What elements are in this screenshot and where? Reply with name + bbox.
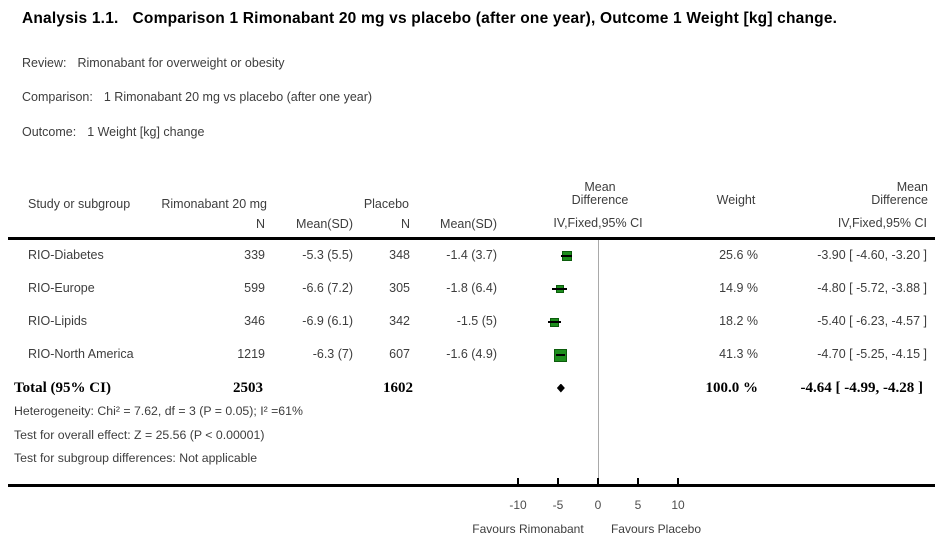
ci-text: -4.70 [ -5.25, -4.15 ] [817,347,927,361]
header-effect-line2: Difference [571,193,629,207]
treatment-mean-sd: -6.9 (6.1) [302,314,353,328]
review-label: Review: [22,56,67,70]
axis-tick [597,478,599,484]
axis-tick-label: 0 [594,498,602,512]
header-rule [8,237,935,240]
zero-line [597,240,599,484]
outcome-label: Outcome: [22,125,77,139]
total-label: Total (95% CI) [14,380,111,396]
treatment-mean-sd: -6.6 (7.2) [302,281,353,295]
ci-text: -5.40 [ -6.23, -4.57 ] [817,314,927,328]
placebo-n: 305 [389,281,410,295]
weight-value: 18.2 % [719,314,758,328]
weight-value: 41.3 % [719,347,758,361]
favours-left-label: Favours Rimonabant [472,522,584,536]
total-diamond [556,383,565,393]
outcome-line: Outcome: 1 Weight [kg] change [22,125,204,139]
heterogeneity-note: Heterogeneity: Chi² = 7.62, df = 3 (P = … [14,404,303,418]
weight-value: 14.9 % [719,281,758,295]
axis-tick [517,478,519,484]
study-name: RIO-Diabetes [28,248,104,262]
analysis-title: Analysis 1.1. Comparison 1 Rimonabant 20 … [22,10,934,28]
axis-tick-label: 10 [671,498,685,512]
forest-plot-cell [0,343,940,367]
placebo-mean-sd: -1.5 (5) [456,314,497,328]
favours-right-label: Favours Placebo [610,522,702,536]
overall-effect-note: Test for overall effect: Z = 25.56 (P < … [14,428,265,442]
header-group2: Placebo [363,197,409,211]
ci-center-line [561,255,573,257]
axis-tick-label: -5 [552,498,564,512]
axis-tick [557,478,559,484]
axis-tick [677,478,679,484]
axis-tick-label: 5 [634,498,642,512]
header-group1: Rimonabant 20 mg [161,197,267,211]
placebo-n: 607 [389,347,410,361]
weight-value: 25.6 % [719,248,758,262]
total-ci-text: -4.64 [ -4.99, -4.28 ] [800,380,923,396]
axis-line [8,484,935,487]
forest-plot-cell [0,277,940,301]
header-effect-line1: Mean [584,180,616,194]
review-value: Rimonabant for overweight or obesity [77,56,285,70]
review-line: Review: Rimonabant for overweight or obes… [22,56,285,70]
ci-text: -4.80 [ -5.72, -3.88 ] [817,281,927,295]
header-effect-right-line1: Mean [896,180,928,194]
axis-tick-label: -10 [509,498,527,512]
forest-plot-total-cell [0,377,940,401]
ci-center-line [556,354,565,356]
table-row: RIO-Europe 599 -6.6 (7.2) 305 -1.8 (6.4)… [0,277,940,301]
ci-center-line [548,321,562,323]
ci-center-line [552,288,567,290]
header-weight: Weight [716,193,756,207]
total-row: Total (95% CI) 2503 1602 100.0 % -4.64 [… [0,377,940,401]
study-name: RIO-North America [28,347,134,361]
ci-text: -3.90 [ -4.60, -3.20 ] [817,248,927,262]
analysis-title-prefix: Analysis 1.1. [22,10,119,27]
header-effect-right-method: IV,Fixed,95% CI [837,216,927,230]
placebo-n: 342 [389,314,410,328]
header-study: Study or subgroup [28,197,131,211]
study-name: RIO-Europe [28,281,95,295]
analysis-title-text: Comparison 1 Rimonabant 20 mg vs placebo… [132,10,838,27]
treatment-n: 339 [244,248,265,262]
placebo-mean-sd: -1.6 (4.9) [446,347,497,361]
header-effect-method: IV,Fixed,95% CI [553,216,643,230]
treatment-n: 599 [244,281,265,295]
placebo-mean-sd: -1.8 (6.4) [446,281,497,295]
header-effect-right-line2: Difference [871,193,928,207]
axis-tick [637,478,639,484]
table-row: RIO-North America 1219 -6.3 (7) 607 -1.6… [0,343,940,367]
table-row: RIO-Diabetes 339 -5.3 (5.5) 348 -1.4 (3.… [0,244,940,268]
placebo-mean-sd: -1.4 (3.7) [446,248,497,262]
total-treatment-n: 2503 [233,380,263,396]
table-row: RIO-Lipids 346 -6.9 (6.1) 342 -1.5 (5) 1… [0,310,940,334]
placebo-n: 348 [389,248,410,262]
treatment-n: 346 [244,314,265,328]
forest-plot-cell [0,244,940,268]
header-mean2: Mean(SD) [440,217,497,231]
header-n2: N [400,217,410,231]
total-placebo-n: 1602 [383,380,413,396]
outcome-value: 1 Weight [kg] change [87,125,205,139]
forest-plot-cell [0,310,940,334]
comparison-label: Comparison: [22,90,93,104]
header-n1: N [255,217,265,231]
treatment-n: 1219 [237,347,265,361]
header-mean1: Mean(SD) [296,217,353,231]
treatment-mean-sd: -5.3 (5.5) [302,248,353,262]
treatment-mean-sd: -6.3 (7) [312,347,353,361]
subgroup-differences-note: Test for subgroup differences: Not appli… [14,451,258,465]
comparison-line: Comparison: 1 Rimonabant 20 mg vs placebo… [22,90,372,104]
comparison-value: 1 Rimonabant 20 mg vs placebo (after one… [103,90,373,104]
total-weight: 100.0 % [705,380,759,396]
study-name: RIO-Lipids [28,314,88,328]
